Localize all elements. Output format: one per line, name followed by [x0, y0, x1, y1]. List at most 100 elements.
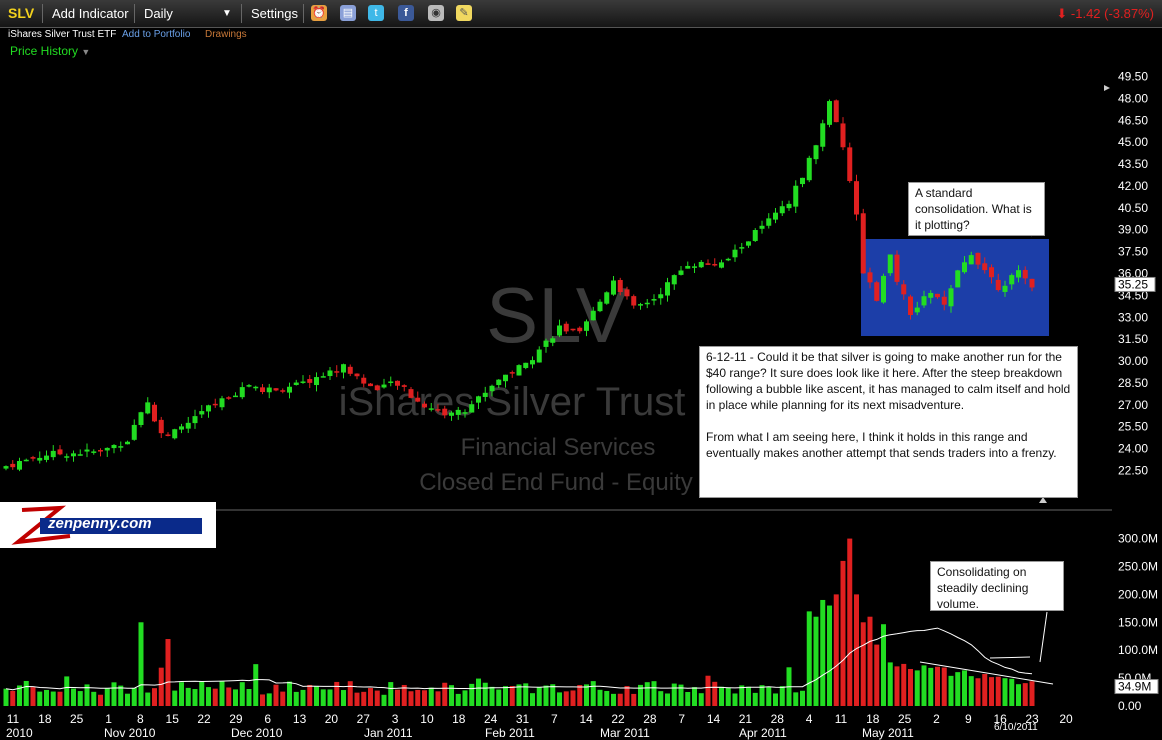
watermark-sector: Financial Services [461, 434, 656, 461]
candle-body [185, 422, 191, 429]
high-marker-icon [1104, 85, 1110, 91]
logo-mark [11, 505, 202, 545]
volume-bar [206, 687, 211, 706]
volume-bar [118, 685, 124, 706]
candle-body [611, 280, 616, 295]
date-tick-label: 28 [643, 712, 657, 726]
price-history-menu[interactable]: Price History ▼ [10, 43, 90, 60]
price-tick-label: 28.50 [1118, 376, 1148, 390]
date-tick-label: 18 [452, 712, 466, 726]
candle-body [77, 454, 83, 456]
volume-bar [914, 670, 920, 706]
camera-icon[interactable]: ◉ [428, 5, 444, 21]
candle-body [989, 267, 994, 278]
volume-bar [611, 693, 616, 706]
volume-bar [793, 692, 799, 706]
candle-body [840, 123, 846, 148]
volume-bar [347, 681, 353, 706]
date-tick-label: 28 [771, 712, 785, 726]
candle-body [584, 321, 589, 331]
candle-body [280, 390, 286, 392]
volume-bar [253, 664, 259, 706]
date-tick-label: 24 [484, 712, 498, 726]
spacer [706, 413, 1071, 429]
candle-body [955, 270, 961, 288]
candle-body [64, 456, 70, 458]
candle-body [557, 325, 562, 336]
last-price-label: 35.25 [1118, 277, 1148, 291]
volume-bar [665, 693, 670, 706]
price-tick-label: 31.50 [1118, 332, 1148, 346]
month-label: Feb 2011 [485, 726, 535, 740]
volume-bar [219, 681, 225, 706]
volume-bar [705, 675, 711, 706]
candle-body [786, 203, 792, 209]
candle-body [428, 408, 434, 410]
last-volume-label: 34.9M [1118, 680, 1151, 694]
volume-bars [3, 538, 1035, 706]
chevron-down-icon: ▼ [81, 47, 91, 57]
drawings-link[interactable]: Drawings [205, 29, 247, 40]
alarm-icon[interactable]: ⏰ [311, 5, 327, 21]
candle-body [172, 429, 178, 439]
candle-body [449, 412, 454, 416]
volume-bar [131, 687, 137, 706]
symbol-label[interactable]: SLV [8, 5, 35, 21]
period-select[interactable]: Daily [144, 6, 173, 21]
facebook-icon[interactable]: f [398, 5, 414, 21]
price-tick-label: 30.00 [1118, 354, 1148, 368]
candle-body [226, 397, 232, 399]
candle-body [536, 349, 542, 363]
volume-bar [563, 691, 569, 706]
volume-bar [887, 662, 893, 706]
volume-bar [955, 672, 961, 706]
volume-bar [152, 688, 157, 706]
volume-bar [597, 689, 603, 706]
candle-body [854, 181, 859, 215]
volume-bar [422, 690, 427, 706]
stack-icon[interactable]: ▤ [340, 5, 356, 21]
volume-bar [455, 693, 461, 706]
add-indicator-button[interactable]: Add Indicator [52, 6, 129, 21]
note-main-paragraph-1: 6-12-11 - Could it be that silver is goi… [706, 350, 1071, 412]
volume-tick-label: 300.0M [1118, 532, 1158, 546]
date-tick-label: 29 [229, 712, 243, 726]
volume-bar [341, 690, 346, 706]
candle-body [307, 379, 313, 383]
candle-body [624, 289, 630, 297]
note-icon[interactable]: ✎ [456, 5, 472, 21]
volume-bar [172, 690, 178, 706]
date-tick-label: 11 [7, 712, 20, 726]
candle-body [766, 218, 772, 226]
date-tick-label: 13 [293, 712, 307, 726]
candle-body [320, 376, 326, 378]
volume-bar [881, 624, 886, 706]
volume-bar [921, 665, 927, 706]
watermark-category: Closed End Fund - Equity [419, 469, 692, 496]
settings-button[interactable]: Settings [251, 6, 298, 21]
candle-body [793, 185, 799, 207]
candle-body [908, 296, 913, 316]
volume-axis: 300.0M250.0M200.0M150.0M100.0M50.0M0.003… [1114, 532, 1159, 713]
collapse-triangle-icon[interactable] [1039, 497, 1047, 503]
volume-bar [449, 685, 454, 706]
volume-bar [98, 694, 103, 706]
candle-body [435, 409, 441, 411]
date-tick-label: 25 [898, 712, 912, 726]
twitter-icon[interactable]: t [368, 5, 384, 21]
volume-bar [37, 691, 43, 706]
date-tick-label: 20 [1059, 712, 1073, 726]
candle-body [3, 466, 9, 469]
candle-body [671, 275, 677, 285]
candle-body [604, 292, 610, 304]
volume-bar [381, 694, 387, 706]
candle-body [644, 302, 650, 305]
candle-body [374, 385, 380, 391]
chevron-down-icon[interactable]: ▼ [222, 8, 232, 19]
add-to-portfolio-link[interactable]: Add to Portfolio [122, 29, 191, 40]
divider [134, 4, 135, 23]
price-change: ⬇ -1.42 (-3.87%) [1056, 0, 1154, 27]
candle-body [705, 263, 711, 265]
price-tick-label: 33.00 [1118, 310, 1148, 324]
volume-trendline [919, 661, 1054, 685]
